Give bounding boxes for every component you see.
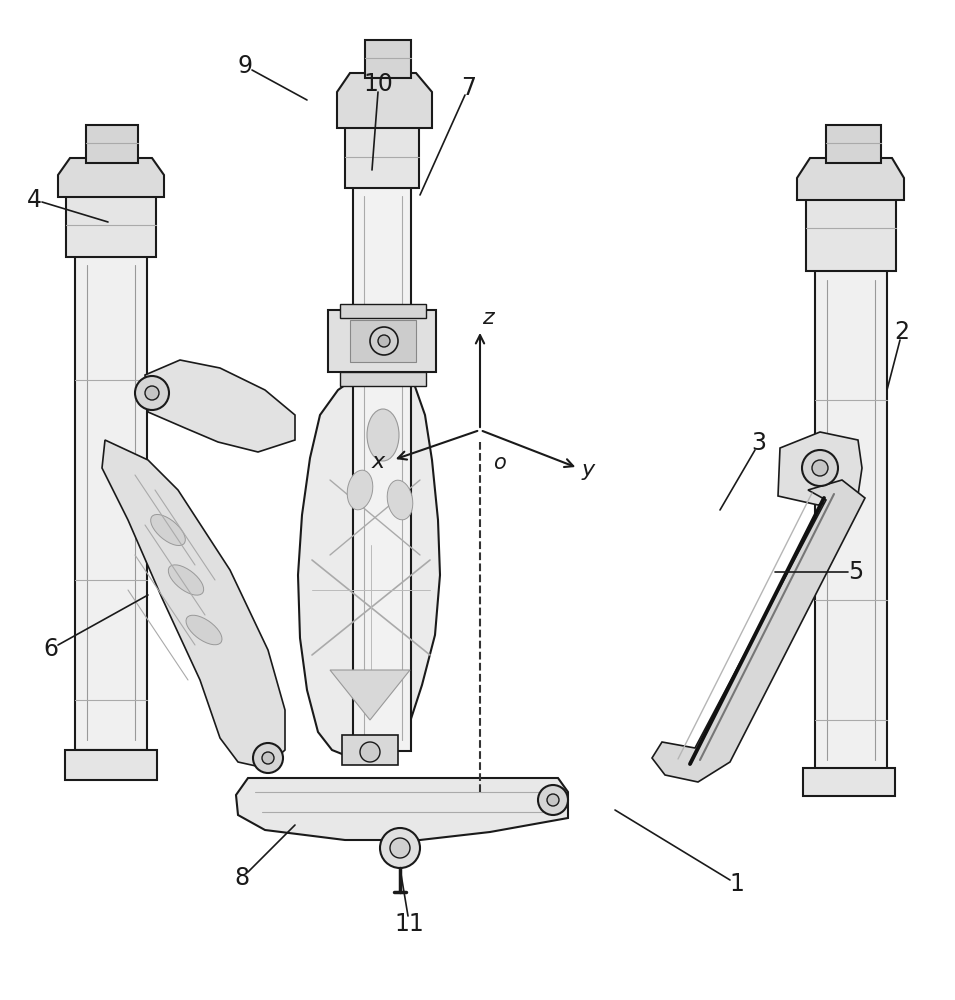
Bar: [75, 255, 147, 750]
Text: 2: 2: [895, 320, 909, 344]
Ellipse shape: [168, 565, 203, 595]
Bar: [340, 372, 426, 386]
Bar: [342, 735, 398, 765]
Ellipse shape: [387, 480, 413, 520]
Bar: [66, 195, 156, 257]
Text: 10: 10: [364, 72, 393, 96]
Circle shape: [390, 838, 410, 858]
Circle shape: [380, 828, 420, 868]
Polygon shape: [58, 158, 164, 197]
Polygon shape: [778, 432, 862, 505]
Circle shape: [360, 742, 380, 762]
Circle shape: [802, 450, 838, 486]
Bar: [350, 320, 416, 362]
Bar: [86, 125, 138, 163]
Text: 9: 9: [238, 54, 252, 78]
Ellipse shape: [348, 470, 372, 510]
Text: 7: 7: [460, 76, 476, 100]
Text: 5: 5: [848, 560, 863, 584]
Text: 1: 1: [730, 872, 744, 896]
Bar: [815, 270, 887, 770]
Text: y: y: [582, 460, 595, 480]
Circle shape: [135, 376, 169, 410]
Text: 4: 4: [27, 188, 42, 212]
Polygon shape: [236, 778, 568, 840]
Ellipse shape: [186, 615, 222, 645]
Polygon shape: [145, 360, 295, 452]
Circle shape: [145, 386, 159, 400]
Text: x: x: [371, 452, 385, 472]
Ellipse shape: [367, 409, 399, 461]
Circle shape: [253, 743, 283, 773]
Bar: [353, 186, 411, 751]
Bar: [340, 304, 426, 318]
Bar: [806, 198, 896, 271]
Bar: [345, 126, 419, 188]
Text: 8: 8: [235, 866, 250, 890]
Polygon shape: [102, 440, 285, 768]
Text: z: z: [482, 308, 494, 328]
Circle shape: [262, 752, 274, 764]
Polygon shape: [330, 670, 410, 720]
Polygon shape: [337, 73, 432, 128]
Circle shape: [538, 785, 568, 815]
Circle shape: [812, 460, 828, 476]
Text: o: o: [493, 453, 506, 473]
Polygon shape: [797, 158, 904, 200]
Bar: [328, 310, 436, 372]
Bar: [803, 768, 895, 796]
Circle shape: [378, 335, 390, 347]
Ellipse shape: [151, 514, 185, 546]
Polygon shape: [652, 480, 865, 782]
Text: 6: 6: [44, 637, 58, 661]
Bar: [365, 40, 411, 78]
Text: 11: 11: [394, 912, 424, 936]
Circle shape: [547, 794, 559, 806]
Text: 3: 3: [752, 431, 767, 455]
Circle shape: [370, 327, 398, 355]
Bar: [65, 750, 157, 780]
Polygon shape: [298, 378, 440, 760]
Bar: [826, 125, 881, 163]
